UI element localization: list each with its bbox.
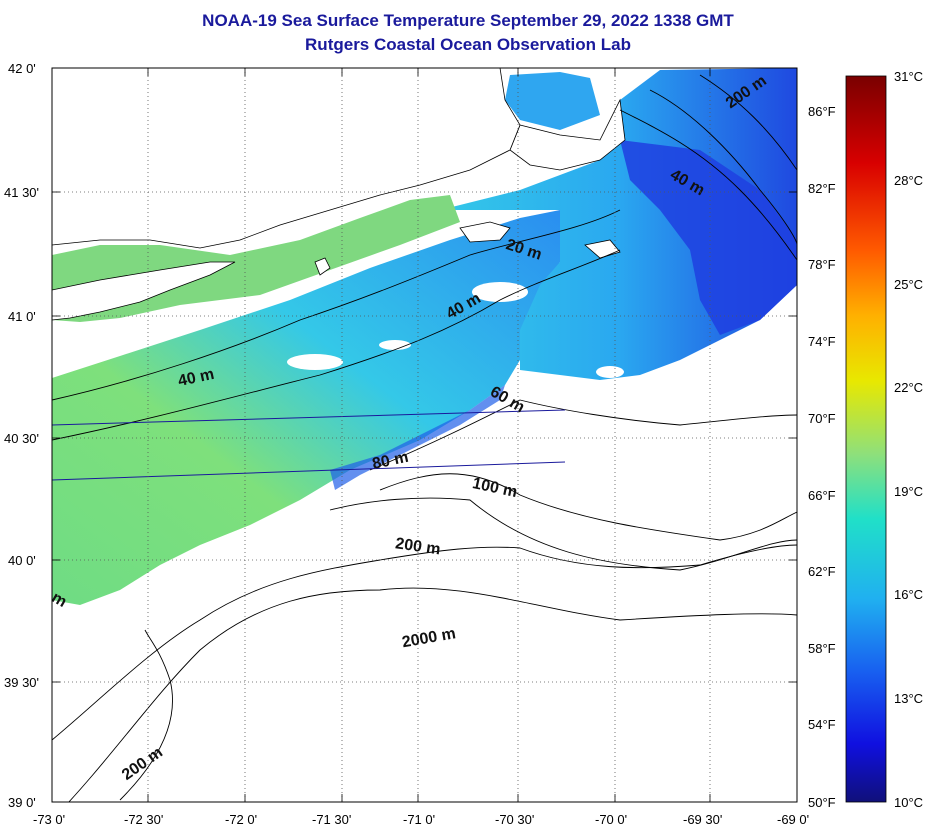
- cloud-mask: [379, 340, 411, 350]
- fahrenheit-label: 62°F: [808, 564, 836, 579]
- map-title: NOAA-19 Sea Surface Temperature Septembe…: [202, 11, 734, 30]
- graticule: [52, 68, 797, 802]
- lat-label: 42 0': [8, 61, 36, 76]
- transect-line-north: [52, 409, 566, 426]
- celsius-label: 28°C: [894, 173, 923, 188]
- lon-label: -72 0': [225, 812, 257, 827]
- lat-label: 39 30': [4, 675, 39, 690]
- celsius-label: 31°C: [894, 69, 923, 84]
- celsius-label: 25°C: [894, 277, 923, 292]
- lon-label: -73 0': [33, 812, 65, 827]
- lat-label: 40 0': [8, 553, 36, 568]
- axis-ticks: [51, 68, 797, 802]
- fahrenheit-label: 86°F: [808, 104, 836, 119]
- map-subtitle: Rutgers Coastal Ocean Observation Lab: [305, 35, 631, 54]
- cape-cod: [509, 98, 626, 171]
- long-island: [52, 261, 236, 321]
- celsius-label: 19°C: [894, 484, 923, 499]
- block-island: [314, 257, 331, 276]
- lon-label: -72 30': [124, 812, 163, 827]
- lon-label: -70 0': [595, 812, 627, 827]
- lon-label: -69 0': [777, 812, 809, 827]
- fahrenheit-label: 66°F: [808, 488, 836, 503]
- cloud-mask: [287, 354, 343, 370]
- transect-line-south: [52, 461, 566, 481]
- fahrenheit-label: 54°F: [808, 717, 836, 732]
- cloud-mask: [472, 282, 528, 302]
- celsius-label: 16°C: [894, 587, 923, 602]
- lon-label: -71 0': [403, 812, 435, 827]
- fahrenheit-label: 70°F: [808, 411, 836, 426]
- fahrenheit-label: 58°F: [808, 641, 836, 656]
- lon-label: -71 30': [312, 812, 351, 827]
- fahrenheit-label: 74°F: [808, 334, 836, 349]
- marthas-vineyard: [459, 221, 511, 243]
- colorbar: [845, 75, 887, 803]
- plot-frame: [51, 67, 798, 803]
- celsius-label: 13°C: [894, 691, 923, 706]
- sst-band-south: [52, 210, 560, 605]
- sst-cold-edge: [620, 140, 797, 335]
- depth-label: 200 m: [394, 535, 441, 558]
- mainland-coast: [52, 68, 521, 249]
- lat-label: 40 30': [4, 431, 39, 446]
- lat-label: 41 0': [8, 309, 36, 324]
- sst-cold-shelf: [330, 385, 505, 490]
- celsius-label: 22°C: [894, 380, 923, 395]
- lat-label: 39 0': [8, 795, 36, 810]
- fahrenheit-label: 50°F: [808, 795, 836, 810]
- lat-label: 41 30': [4, 185, 39, 200]
- lon-label: -70 30': [495, 812, 534, 827]
- sst-band-north: [505, 72, 600, 130]
- fahrenheit-label: 78°F: [808, 257, 836, 272]
- fahrenheit-label: 82°F: [808, 181, 836, 196]
- lon-label: -69 30': [683, 812, 722, 827]
- celsius-label: 10°C: [894, 795, 923, 810]
- bathymetry-contours: [52, 74, 797, 802]
- cloud-mask: [596, 366, 624, 378]
